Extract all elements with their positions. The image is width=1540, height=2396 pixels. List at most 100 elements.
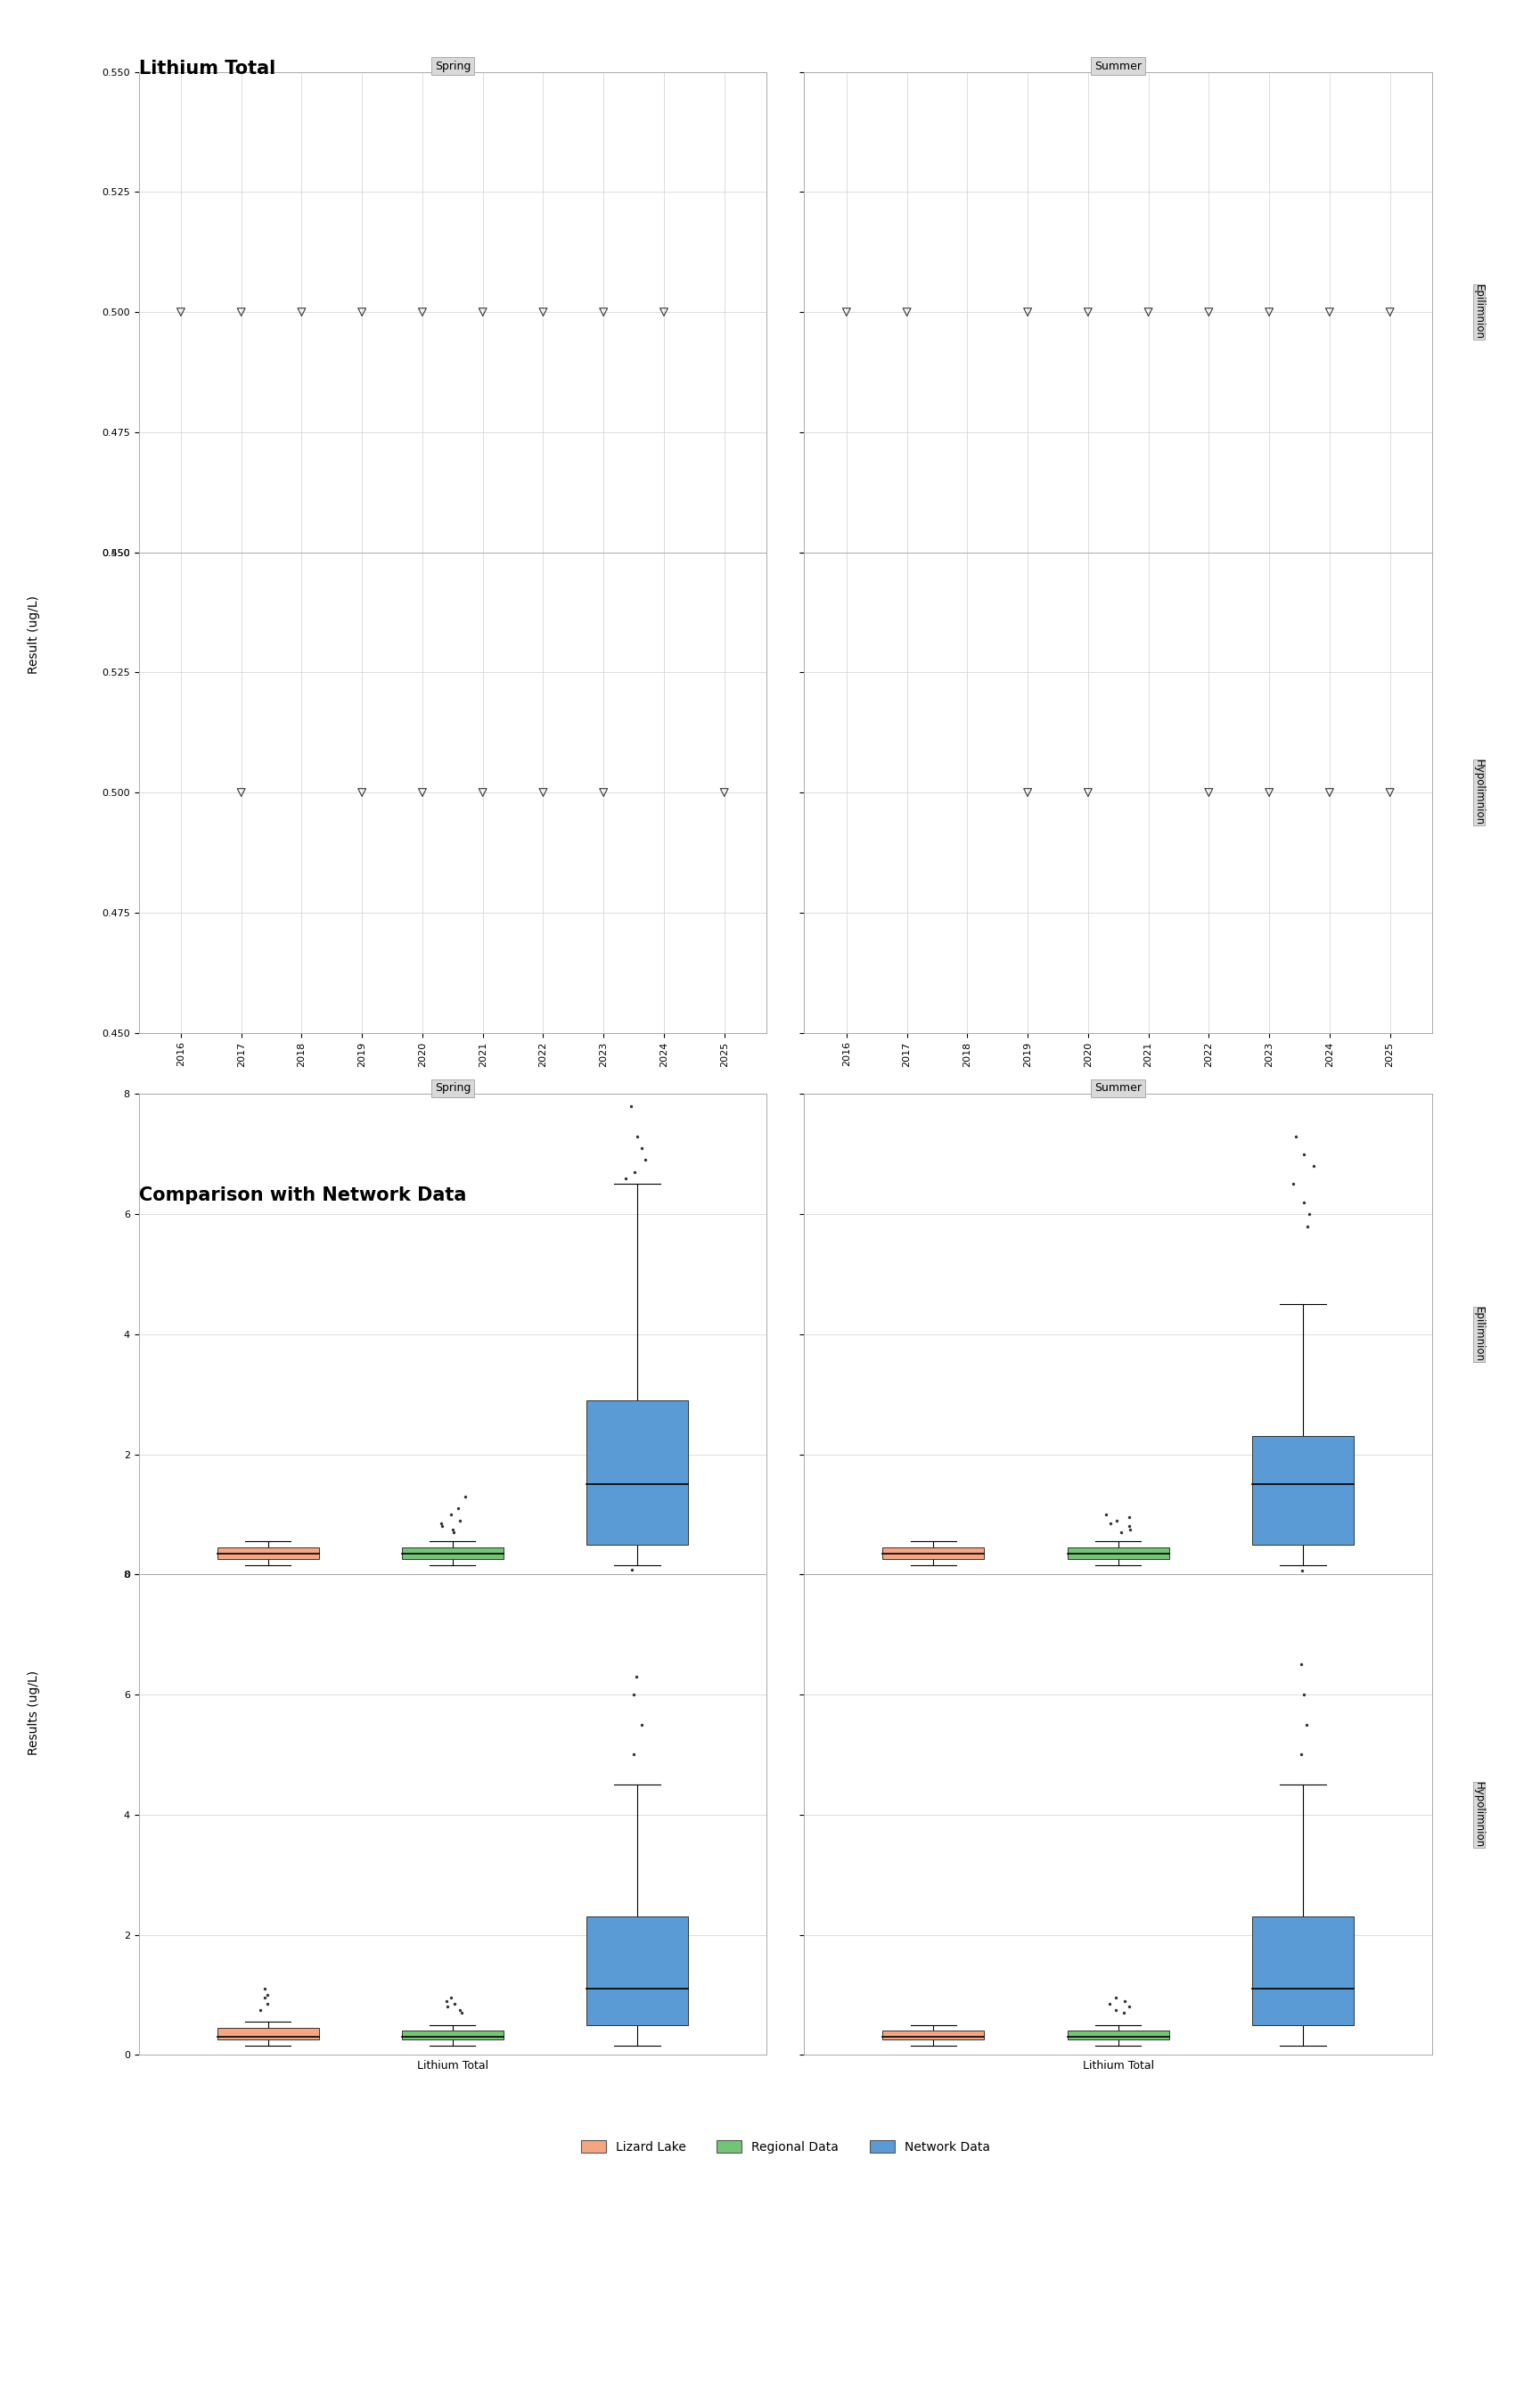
Point (248, 1991, 273, 2029)
Point (1015, 774, 1040, 812)
Point (168, 292, 192, 331)
Point (622, 1675, 647, 1713)
Point (1137, 292, 1161, 331)
Point (1104, 1502, 1129, 1541)
Point (470, 774, 494, 812)
Point (1098, 1984, 1123, 2022)
Point (1116, 1498, 1141, 1536)
Bar (1067, 1548, 1169, 1560)
Point (1093, 1495, 1118, 1533)
Title: Spring: Spring (434, 1083, 471, 1095)
Point (1291, 1675, 1315, 1713)
Point (895, 292, 919, 331)
Point (253, 1979, 277, 2017)
Point (622, 1152, 647, 1191)
Bar (402, 2032, 504, 2039)
Point (434, 1981, 459, 2020)
Point (1118, 1509, 1143, 1548)
Point (624, 1658, 648, 1696)
Point (1295, 1208, 1320, 1246)
Point (442, 1984, 467, 2022)
Point (1109, 1514, 1133, 1553)
Point (453, 1478, 477, 1517)
Point (633, 1140, 658, 1179)
Point (410, 292, 434, 331)
Text: Results (ug/L): Results (ug/L) (28, 1670, 40, 1756)
Point (1257, 774, 1281, 812)
Point (711, 774, 736, 812)
Bar (1252, 1917, 1354, 2025)
Text: Epilimnion: Epilimnion (1474, 1306, 1485, 1361)
Point (253, 1970, 277, 2008)
Text: Lithium Total: Lithium Total (139, 60, 276, 77)
Point (1257, 292, 1281, 331)
Point (1378, 774, 1403, 812)
Point (619, 1088, 644, 1126)
Point (614, 1160, 639, 1198)
Point (1294, 1706, 1318, 1744)
Legend: Lizard Lake, Regional Data, Network Data: Lizard Lake, Regional Data, Network Data (581, 2140, 990, 2154)
Point (1197, 774, 1221, 812)
Point (1284, 1117, 1309, 1155)
Point (628, 1706, 653, 1744)
Point (447, 1490, 471, 1529)
Point (1197, 292, 1221, 331)
Point (256, 1984, 280, 2022)
Point (439, 1979, 464, 2017)
Point (1104, 1991, 1129, 2029)
Bar (882, 1548, 984, 1560)
Title: Summer: Summer (1095, 60, 1141, 72)
Point (835, 292, 859, 331)
Text: Epilimnion: Epilimnion (1474, 285, 1485, 340)
Point (1292, 1136, 1317, 1174)
Point (440, 1509, 465, 1548)
Bar (882, 2032, 984, 2039)
Text: Hypolimnion: Hypolimnion (1474, 1783, 1485, 1847)
Point (625, 1117, 650, 1155)
Point (1291, 1550, 1315, 1589)
Point (410, 774, 434, 812)
Point (1112, 1993, 1137, 2032)
Point (229, 292, 254, 331)
Point (350, 774, 374, 812)
Point (621, 1735, 645, 1773)
Point (1291, 1184, 1315, 1222)
Point (1317, 292, 1341, 331)
Point (1289, 1735, 1314, 1773)
Point (1112, 1981, 1137, 2020)
Point (430, 1507, 454, 1545)
Point (591, 774, 616, 812)
Point (531, 292, 556, 331)
Point (1116, 1989, 1141, 2027)
X-axis label: Lithium Total: Lithium Total (417, 2061, 488, 2073)
Title: Summer: Summer (1095, 1083, 1141, 1095)
Point (531, 774, 556, 812)
Point (290, 292, 314, 331)
Text: Hypolimnion: Hypolimnion (1474, 760, 1485, 827)
Point (619, 1550, 644, 1589)
Point (1289, 1646, 1314, 1684)
Point (1297, 1196, 1321, 1234)
Point (229, 774, 254, 812)
Point (1104, 1979, 1129, 2017)
Point (448, 1502, 473, 1541)
Title: Spring: Spring (434, 60, 471, 72)
Point (591, 292, 616, 331)
Point (1378, 292, 1403, 331)
Point (442, 1514, 467, 1553)
Point (1076, 774, 1101, 812)
Point (1281, 1164, 1306, 1203)
Point (256, 1977, 280, 2015)
Bar (217, 2027, 319, 2039)
Text: Result (ug/L): Result (ug/L) (28, 597, 40, 673)
Point (1098, 1505, 1123, 1543)
Point (439, 1495, 464, 1533)
Bar (587, 1399, 688, 1545)
Point (651, 292, 676, 331)
Bar (1067, 2032, 1169, 2039)
Bar (587, 1917, 688, 2025)
X-axis label: Lithium Total: Lithium Total (1083, 2061, 1153, 2073)
Point (1076, 292, 1101, 331)
Bar (217, 1548, 319, 1560)
Point (1015, 292, 1040, 331)
